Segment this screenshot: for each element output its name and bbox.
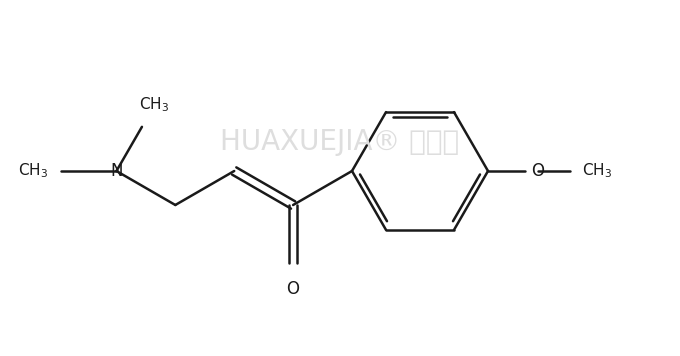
Text: HUAXUEJIA® 化学加: HUAXUEJIA® 化学加 — [220, 129, 460, 156]
Text: CH$_3$: CH$_3$ — [139, 95, 169, 114]
Text: CH$_3$: CH$_3$ — [581, 162, 612, 180]
Text: N: N — [110, 162, 122, 180]
Text: O: O — [286, 280, 300, 298]
Text: CH$_3$: CH$_3$ — [18, 162, 48, 180]
Text: O: O — [531, 162, 545, 180]
